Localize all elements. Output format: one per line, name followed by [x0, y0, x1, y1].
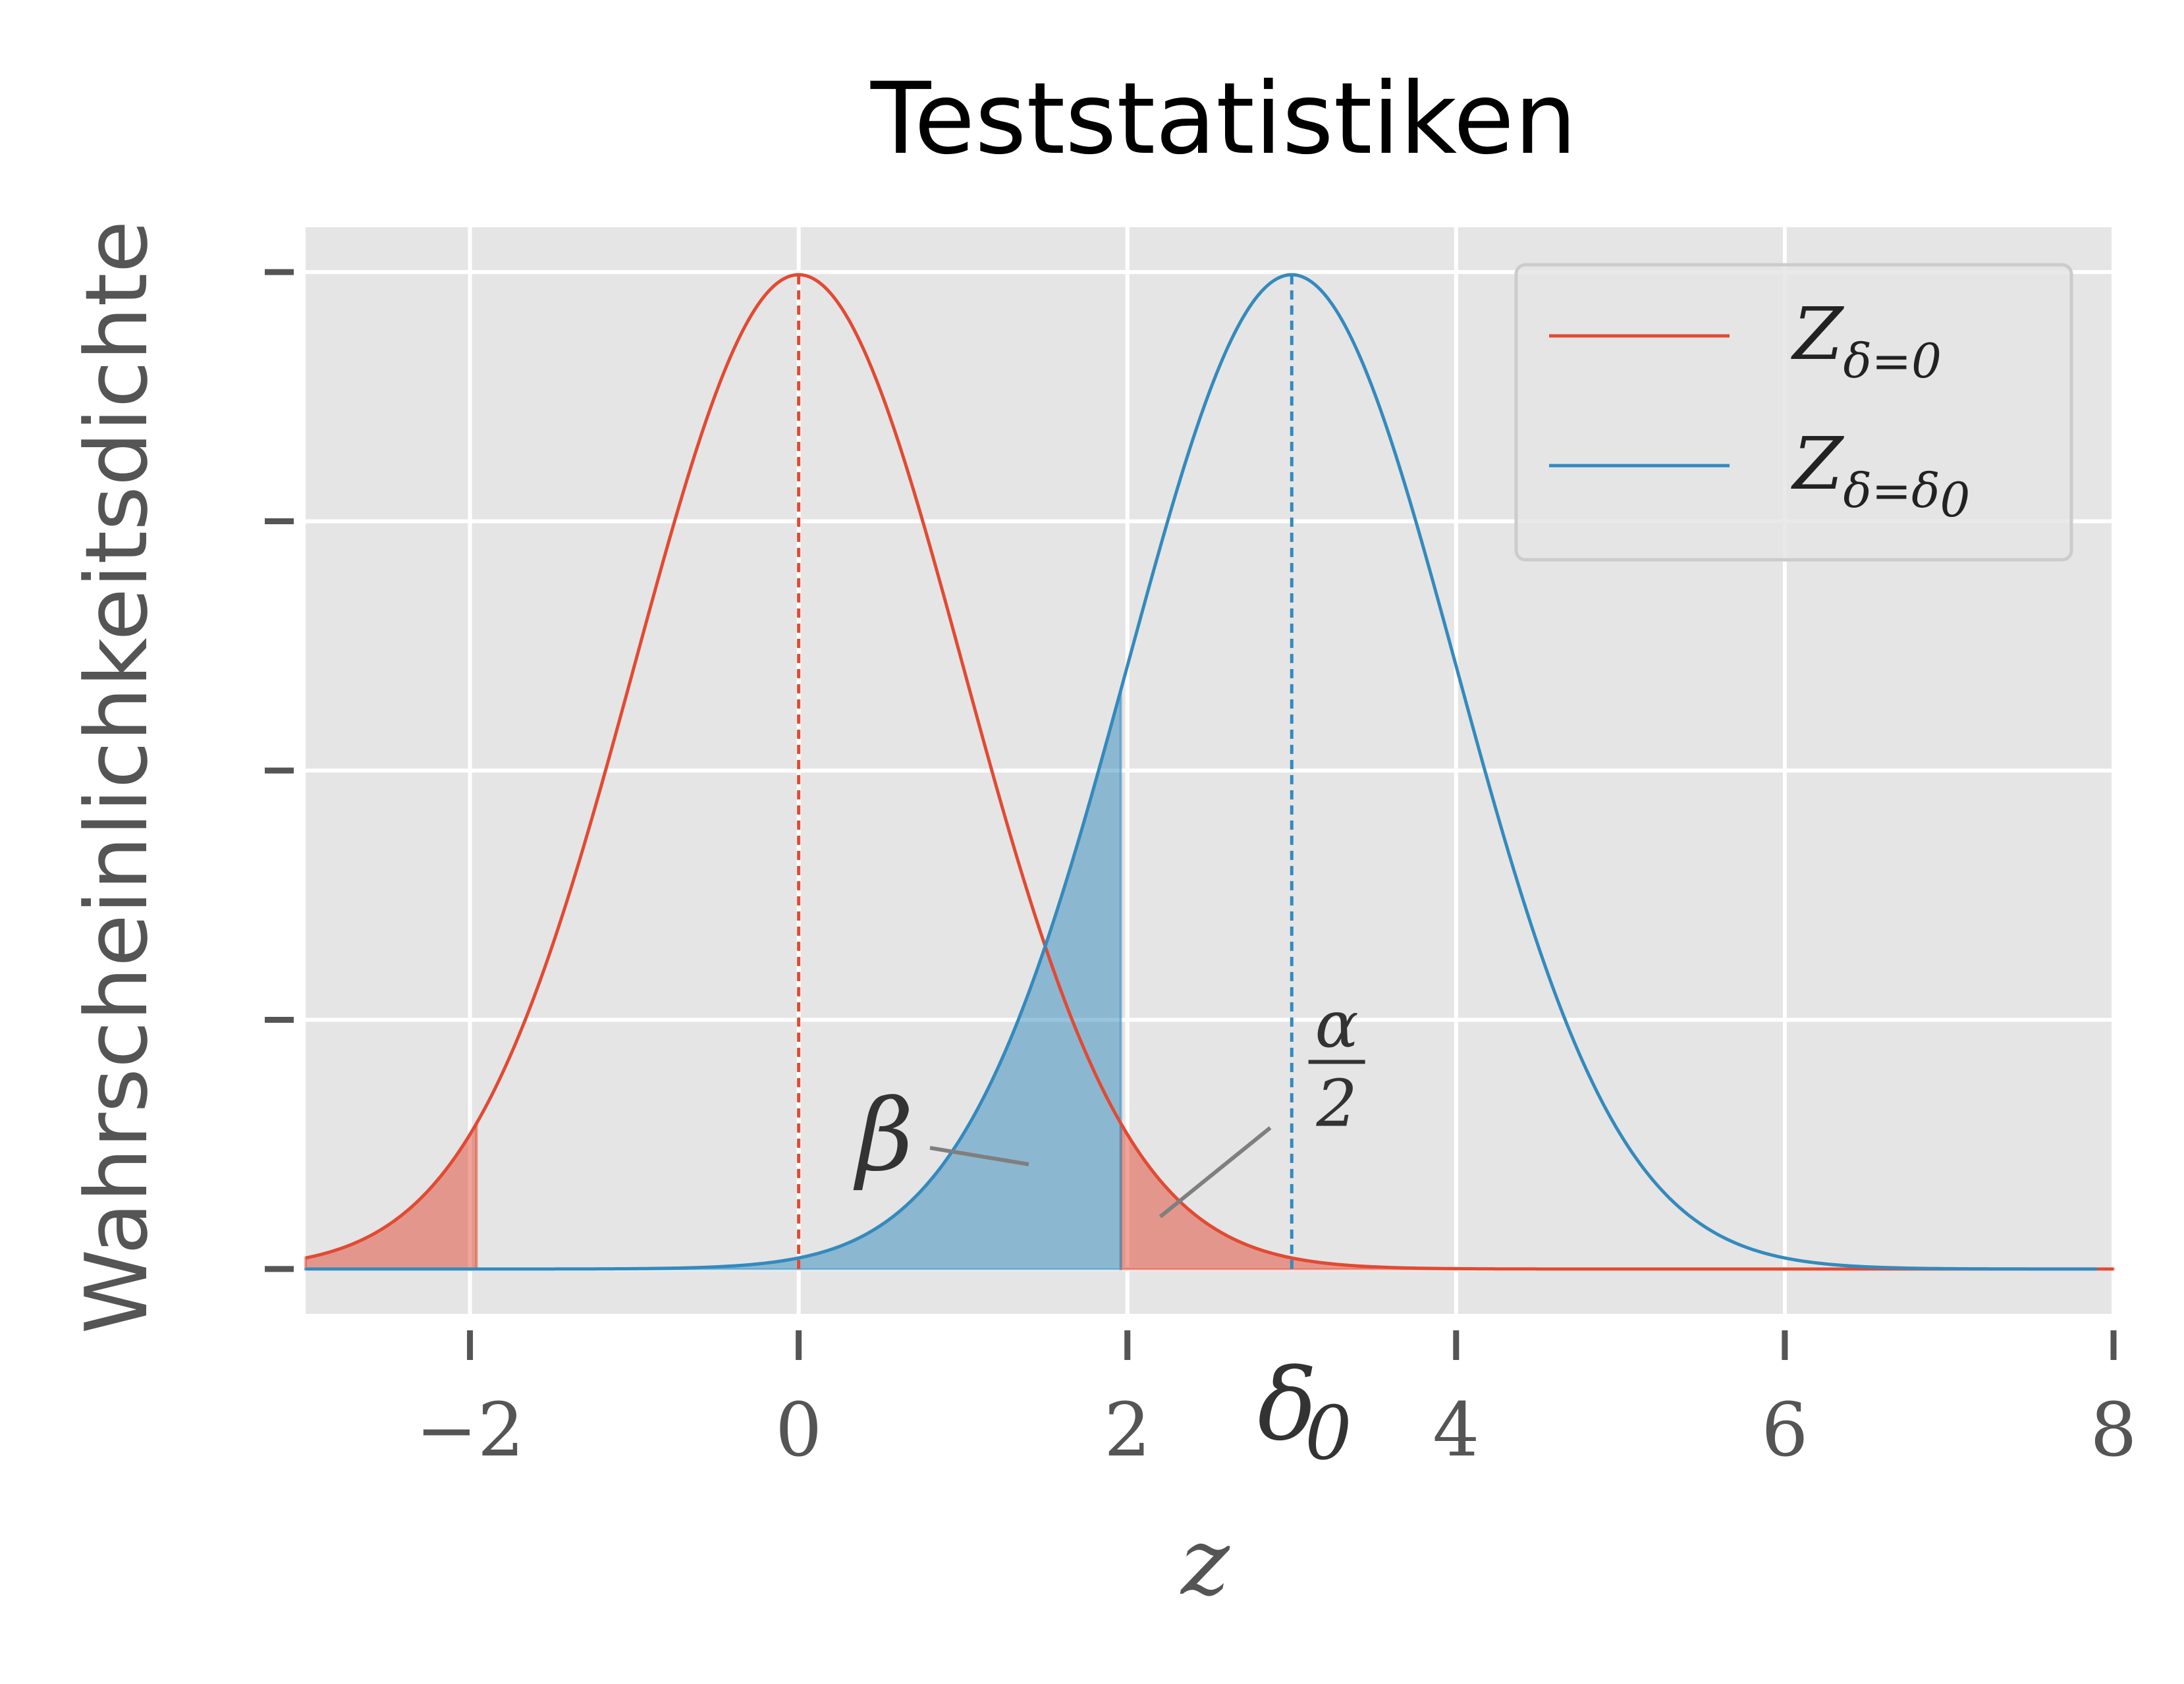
y-axis-ticks: [265, 269, 294, 1272]
annotations: β α2: [853, 987, 1365, 1218]
legend-box: [1514, 263, 2073, 562]
delta-zero-label: δ 0: [1257, 1348, 1351, 1477]
x-tick-label: 0: [775, 1388, 822, 1473]
legend-z1-main: Z: [1791, 421, 1844, 506]
delta-symbol: δ: [1257, 1348, 1317, 1463]
alpha-denominator: 2: [1315, 1066, 1357, 1141]
legend-z0-sub: δ=0: [1843, 333, 1941, 389]
x-axis-ticks: −2 0 2 4 6 8: [416, 1330, 2137, 1473]
legend-z1-subsub: 0: [1940, 472, 1970, 528]
x-tick-label: 2: [1104, 1388, 1151, 1473]
beta-label: β: [853, 1079, 914, 1193]
beta-arrow: [929, 1145, 1029, 1166]
density-curve-z1: [306, 273, 2098, 1271]
y-axis-label: Wahrscheinlichkeitsdichte: [67, 221, 167, 1334]
alpha-numerator: α: [1315, 987, 1359, 1062]
x-tick-label: 8: [2090, 1388, 2137, 1473]
x-axis-label: z: [1180, 1509, 1230, 1616]
x-tick-label: −2: [416, 1388, 524, 1473]
density-curves: [305, 273, 2114, 1271]
legend-label-z1: Zδ=δ0: [1791, 421, 1970, 528]
x-tick-label: 6: [1761, 1388, 1808, 1473]
chart-title: Teststatistiken: [870, 62, 1577, 177]
legend-z1-sub: δ=δ: [1843, 463, 1940, 518]
density-curve-z0: [305, 273, 2114, 1271]
legend-label-z0: Zδ=0: [1791, 292, 1942, 389]
alpha-arrow: [1159, 1126, 1272, 1218]
x-tick-label: 4: [1433, 1388, 1479, 1473]
delta-subscript: 0: [1305, 1391, 1351, 1477]
legend: Zδ=0 Zδ=δ0: [1514, 263, 2073, 562]
legend-z0-main: Z: [1791, 292, 1844, 376]
